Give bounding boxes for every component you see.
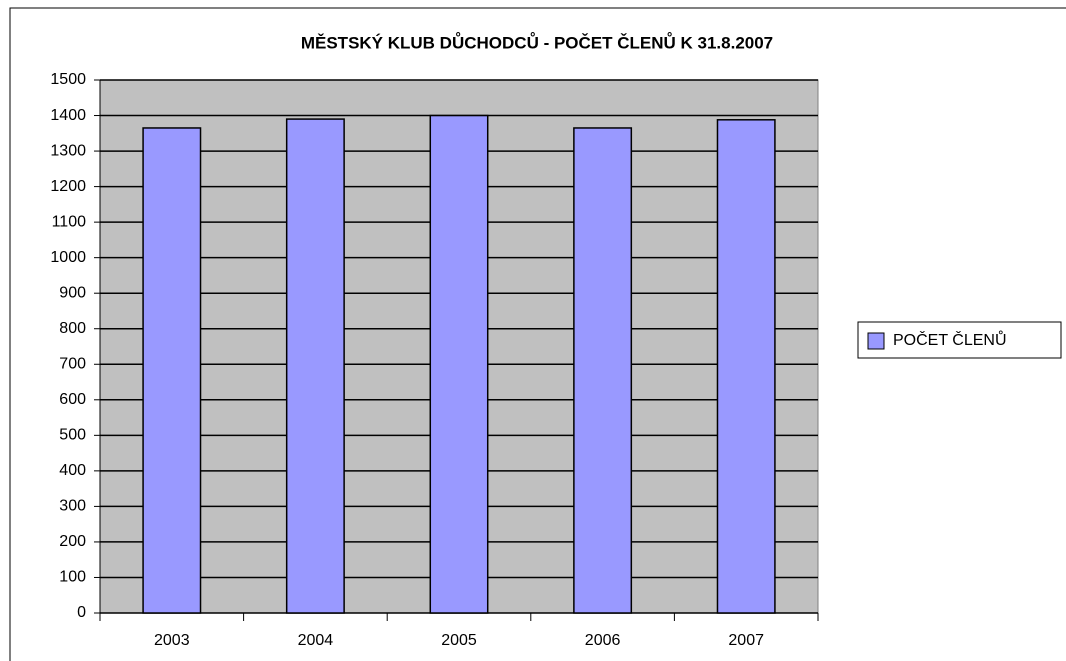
- y-tick-label: 1400: [50, 107, 86, 124]
- x-tick-label: 2006: [585, 632, 621, 649]
- y-tick-label: 300: [59, 498, 86, 515]
- bar: [142, 127, 202, 614]
- y-tick-label: 1500: [50, 71, 86, 88]
- y-tick-label: 100: [59, 569, 86, 586]
- y-tick-label: 900: [59, 284, 86, 301]
- y-tick-label: 400: [59, 462, 86, 479]
- legend-swatch: [867, 332, 885, 350]
- legend-label: POČET ČLENŮ: [893, 330, 1007, 349]
- bar: [716, 119, 776, 614]
- x-tick-label: 2003: [154, 632, 190, 649]
- y-tick-label: 600: [59, 391, 86, 408]
- bar: [573, 127, 633, 614]
- y-tick-label: 0: [77, 604, 86, 621]
- y-tick-label: 1100: [52, 213, 87, 230]
- y-tick-label: 800: [59, 320, 86, 337]
- bar: [285, 118, 345, 614]
- y-tick-label: 200: [59, 533, 86, 550]
- x-tick-label: 2004: [298, 632, 334, 649]
- legend-box: [857, 321, 1062, 359]
- y-tick-label: 700: [59, 355, 86, 372]
- bar: [429, 114, 489, 614]
- y-tick-label: 1300: [50, 142, 86, 159]
- x-tick-label: 2007: [728, 632, 764, 649]
- x-tick-label: 2005: [441, 632, 477, 649]
- y-tick-label: 500: [59, 427, 86, 444]
- y-tick-label: 1200: [50, 178, 86, 195]
- y-tick-label: 1000: [50, 249, 86, 266]
- chart-title: MĚSTSKÝ KLUB DŮCHODCŮ - POČET ČLENŮ K 31…: [301, 32, 773, 52]
